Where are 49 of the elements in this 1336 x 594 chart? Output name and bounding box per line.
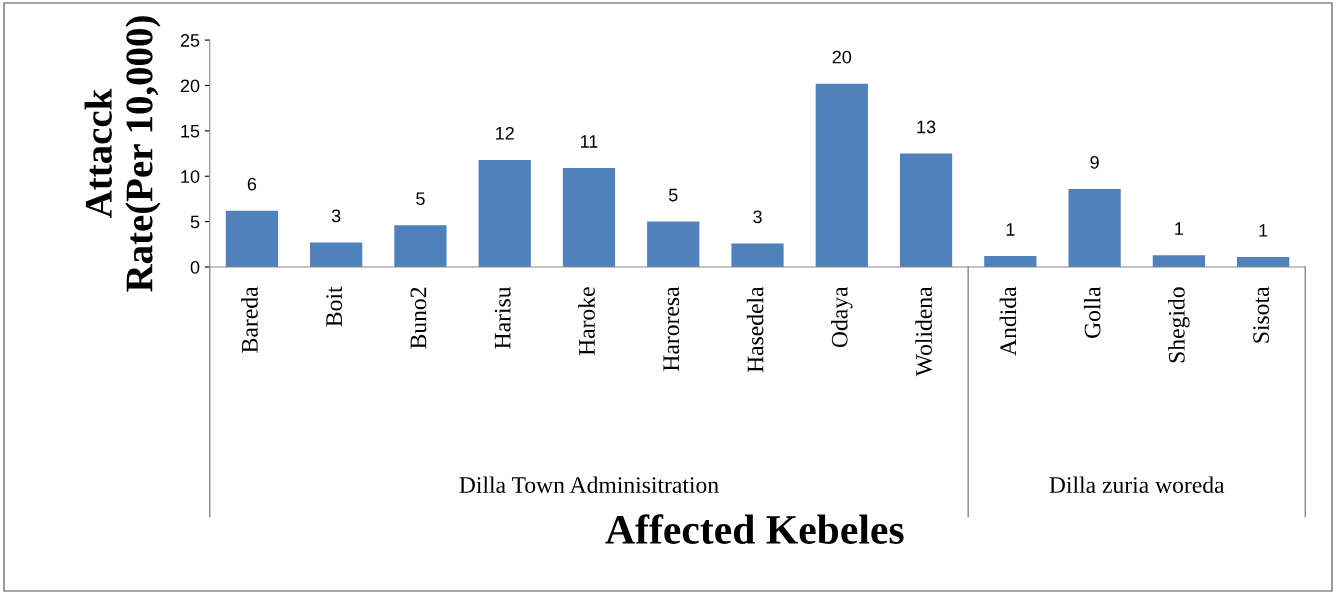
x-tick-label: Wolidena	[915, 286, 933, 377]
data-label: 20	[832, 50, 852, 64]
data-label: 9	[1090, 155, 1099, 169]
data-label: 5	[416, 192, 425, 206]
bar	[815, 83, 868, 267]
x-tick-label: Shegido	[1168, 287, 1190, 363]
bar	[647, 221, 700, 267]
data-label: 6	[247, 177, 257, 191]
data-label: 1	[1006, 223, 1015, 236]
x-tick-label: Harisu	[494, 286, 511, 349]
bar	[225, 210, 279, 267]
x-tick-label: Hasedela	[746, 286, 764, 373]
bar	[899, 153, 953, 267]
x-tick-label: Odaya	[831, 286, 853, 348]
text: Dilla Town Adminisitration	[459, 476, 719, 494]
y-tick-label: 15	[181, 124, 200, 138]
bar	[731, 243, 784, 267]
y-tick-label: 25	[180, 34, 200, 47]
bar	[1237, 257, 1290, 267]
data-label: 1	[1175, 222, 1184, 235]
data-label: 13	[917, 120, 936, 134]
data-label: 12	[496, 126, 514, 140]
bar	[478, 159, 531, 267]
data-label: 11	[580, 135, 598, 148]
y-tick-label: 5	[190, 215, 200, 229]
x-tick-label: Haroke	[578, 287, 595, 356]
data-label: 1	[1259, 224, 1268, 237]
bar	[562, 168, 616, 267]
y-tick-label: 10	[181, 170, 200, 183]
data-label: 3	[331, 209, 341, 223]
x-tick-label: Andida	[999, 286, 1017, 356]
bar	[1152, 255, 1205, 267]
x-axis-title: Affected Kebeles	[605, 514, 904, 544]
data-label: 5	[668, 188, 678, 202]
bar	[394, 225, 447, 267]
y-axis-title: Attacck Rate(Per 10,000)	[84, 16, 161, 292]
data-label: 3	[753, 210, 762, 224]
x-tick-label: Boit	[326, 286, 343, 327]
y-tick-label: 0	[190, 260, 200, 274]
x-tick-label: Haroresa	[663, 286, 680, 371]
bar	[310, 242, 363, 267]
x-tick-label: Buno2	[410, 287, 427, 349]
x-tick-label: Golla	[1083, 286, 1101, 338]
bar	[984, 256, 1037, 267]
x-tick-label: Bareda	[241, 286, 258, 353]
bar	[1068, 188, 1121, 267]
x-tick-label: Sisota	[1253, 286, 1270, 343]
text: Dilla zuria woreda	[1049, 476, 1225, 494]
y-tick-label: 20	[180, 79, 200, 93]
